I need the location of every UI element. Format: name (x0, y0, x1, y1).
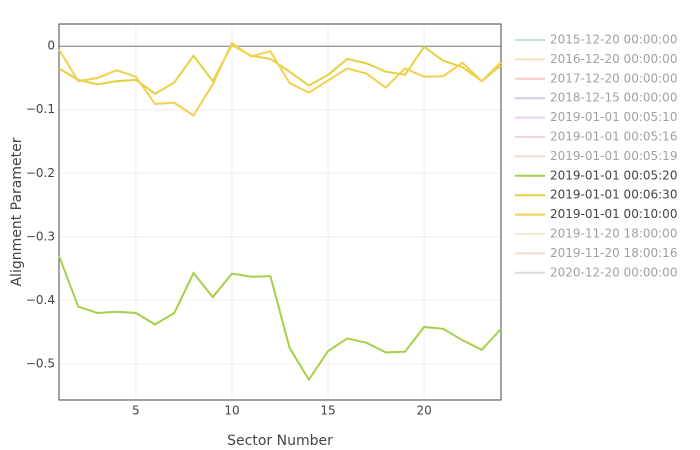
y-axis-title: Alignment Parameter (9, 137, 25, 286)
x-tick-label: 20 (416, 404, 431, 418)
y-tick-label: −0.2 (26, 166, 55, 180)
legend-item[interactable]: 2019-11-20 18:00:16 (515, 246, 677, 260)
legend-text: 2019-01-01 00:10:00 (550, 207, 677, 221)
plot-frame (58, 23, 502, 401)
series-line (58, 43, 502, 96)
legend-text: 2019-01-01 00:05:20 (550, 168, 677, 182)
y-tick-label: 0 (47, 39, 55, 53)
legend-text: 2020-12-20 00:00:00 (550, 265, 677, 279)
legend-item[interactable]: 2019-01-01 00:10:00 (515, 207, 677, 221)
legend-text: 2018-12-15 00:00:00 (550, 91, 677, 105)
legend-item[interactable]: 2019-01-01 00:05:10 (515, 110, 677, 124)
series-line (58, 255, 502, 382)
y-tick-label: −0.4 (26, 293, 55, 307)
legend-item[interactable]: 2020-12-20 00:00:00 (515, 265, 677, 279)
legend-text: 2019-01-01 00:05:16 (550, 130, 677, 144)
x-tick-label: 10 (224, 404, 239, 418)
legend-text: 2019-01-01 00:05:19 (550, 149, 677, 163)
series-line (58, 41, 502, 117)
legend-item[interactable]: 2015-12-20 00:00:00 (515, 33, 677, 47)
legend-item[interactable]: 2018-12-15 00:00:00 (515, 91, 677, 105)
legend-text: 2015-12-20 00:00:00 (550, 33, 677, 47)
legend-item[interactable]: 2019-01-01 00:05:20 (515, 168, 677, 182)
legend-text: 2019-11-20 18:00:16 (550, 246, 677, 260)
x-tick-label: 15 (320, 404, 335, 418)
legend-item[interactable]: 2019-01-01 00:06:30 (515, 188, 677, 202)
y-tick-label: −0.3 (26, 229, 55, 243)
legend-item[interactable]: 2019-01-01 00:05:16 (515, 130, 677, 144)
legend-text: 2016-12-20 00:00:00 (550, 52, 677, 66)
legend-text: 2019-01-01 00:05:10 (550, 110, 677, 124)
legend-text: 2017-12-20 00:00:00 (550, 71, 677, 85)
x-tick-label: 5 (132, 404, 140, 418)
y-tick-label: −0.1 (26, 102, 55, 116)
legend-item[interactable]: 2017-12-20 00:00:00 (515, 71, 677, 85)
legend-item[interactable]: 2016-12-20 00:00:00 (515, 52, 677, 66)
legend-item[interactable]: 2019-11-20 18:00:00 (515, 227, 677, 241)
y-tick-label: −0.5 (26, 356, 55, 370)
legend-text: 2019-01-01 00:06:30 (550, 188, 677, 202)
legend-item[interactable]: 2019-01-01 00:05:19 (515, 149, 677, 163)
x-axis-title: Sector Number (227, 433, 333, 449)
legend-text: 2019-11-20 18:00:00 (550, 227, 677, 241)
